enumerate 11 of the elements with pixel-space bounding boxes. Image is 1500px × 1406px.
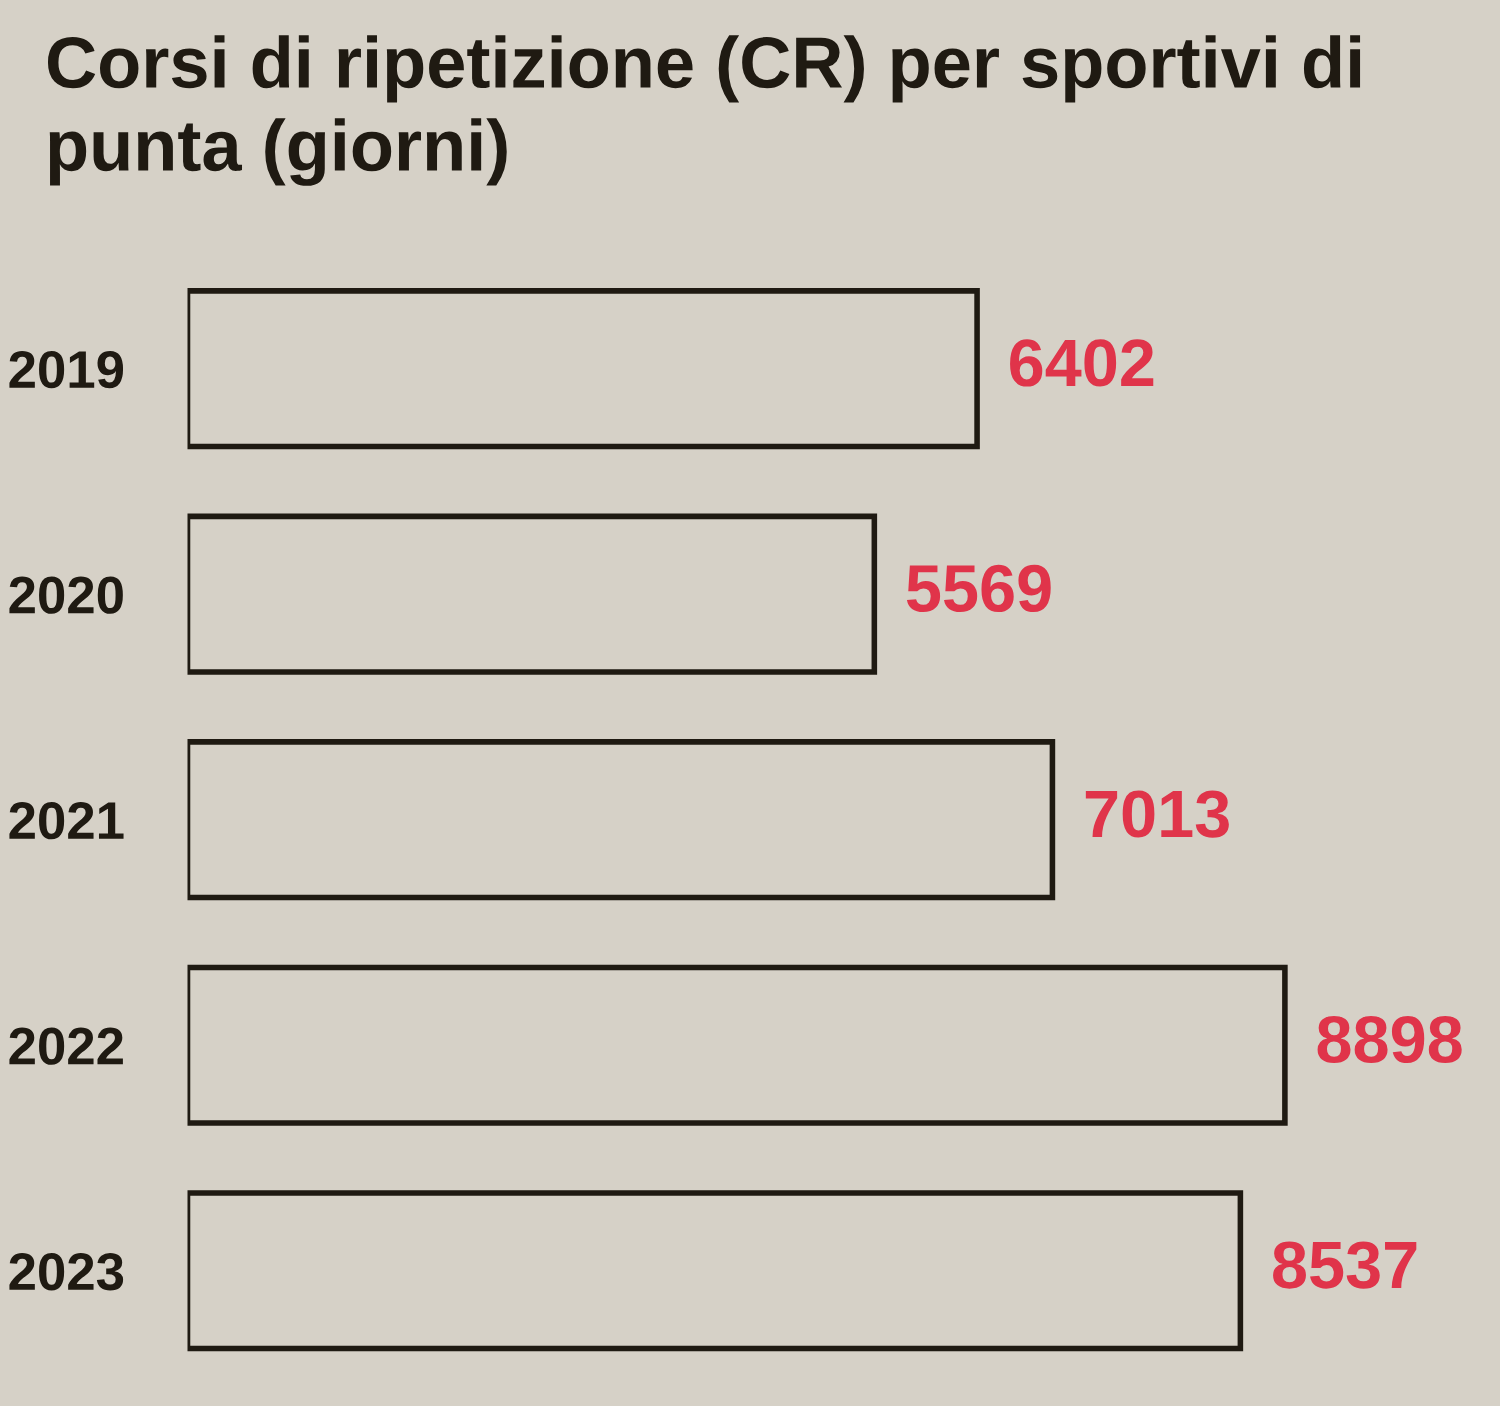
y-tick-label: 2023	[9, 1253, 124, 1291]
y-tick-label: 2019	[9, 350, 124, 389]
y-tick-label: 2020	[9, 576, 123, 614]
data-label: 7013	[1085, 790, 1229, 838]
data-label: 6402	[1010, 339, 1154, 387]
y-tick-label: 2022	[9, 1027, 123, 1065]
data-label: 8537	[1273, 1241, 1417, 1289]
chart-title: Corsi di ripetizione (CR) per sportivi di punta (giorni)	[47, 35, 1361, 186]
data-label: 8898	[1317, 1015, 1462, 1064]
y-tick-label: 2021	[9, 801, 124, 840]
data-label: 5569	[906, 564, 1051, 613]
